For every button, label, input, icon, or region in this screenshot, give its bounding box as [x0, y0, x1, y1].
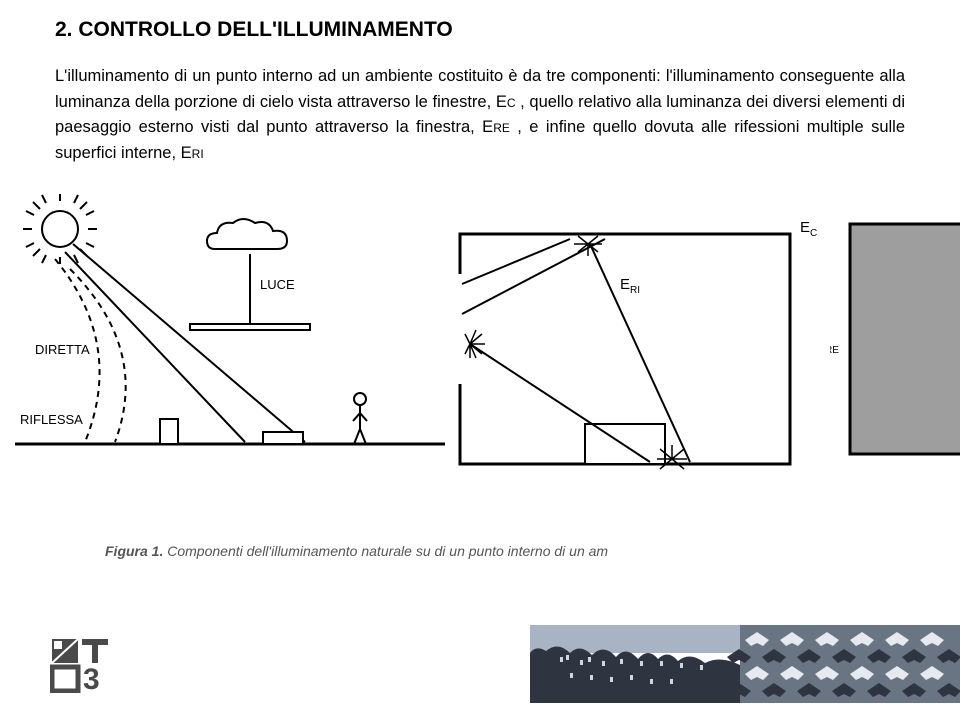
label-ere: ERE [830, 336, 839, 356]
footer-logo-icon: 3 [50, 637, 112, 698]
label-luce: LUCE [260, 277, 295, 292]
svg-text:3: 3 [83, 663, 100, 693]
caption-rest: Componenti dell'illuminamento naturale s… [163, 543, 608, 559]
figure-left-panel: DIRETTA RIFLESSA LUCE [15, 194, 445, 499]
caption-lead: Figura 1. [105, 543, 163, 559]
figure-area: DIRETTA RIFLESSA LUCE [55, 194, 905, 554]
sun-icon [23, 194, 97, 264]
subscript-re: RE [493, 121, 510, 135]
figure-caption: Figura 1. Componenti dell'illuminamento … [105, 543, 608, 559]
subscript-ri: RI [192, 147, 204, 161]
person-icon [353, 393, 367, 444]
body-paragraph: L'illuminamento di un punto interno ad u… [55, 64, 905, 166]
footer-tessellation-icon [530, 625, 960, 708]
label-riflessa: RIFLESSA [20, 412, 83, 427]
label-diretta: DIRETTA [35, 342, 90, 357]
figure-middle-panel: EC ERI [440, 204, 840, 509]
label-ec: EC [800, 219, 817, 239]
page-footer: 3 [0, 630, 960, 708]
cloud-icon [207, 219, 287, 249]
page-title: 2. CONTROLLO DELL'ILLUMINAMENTO [55, 18, 905, 42]
subscript-c: C [507, 96, 516, 110]
figure-right-panel: ERE [830, 184, 960, 489]
